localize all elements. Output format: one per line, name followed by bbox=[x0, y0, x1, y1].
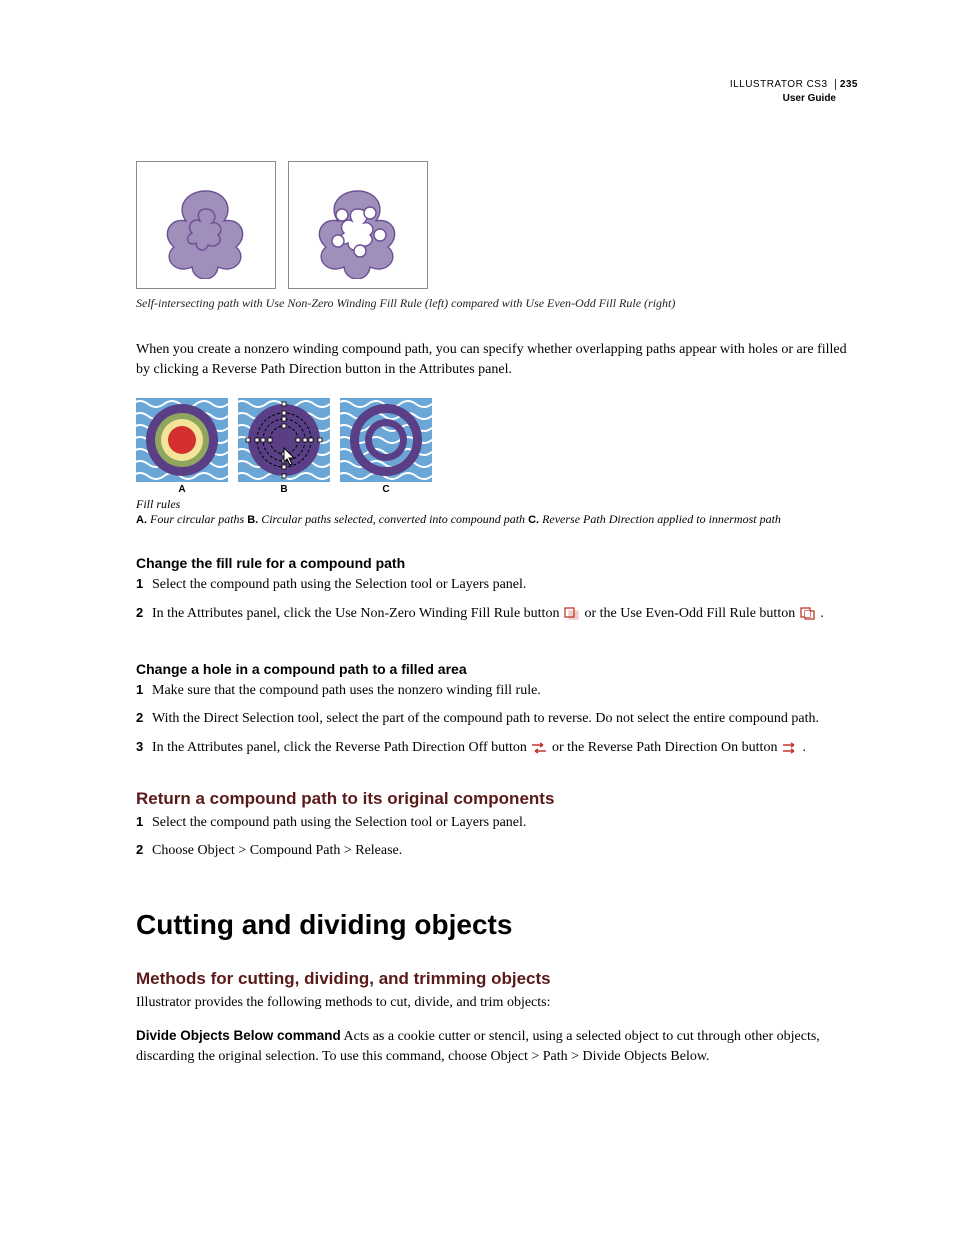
task2-step3a: In the Attributes panel, click the Rever… bbox=[152, 740, 530, 755]
task2-step1-text: Make sure that the compound path uses th… bbox=[152, 683, 541, 698]
key-b-text: Circular paths selected, converted into … bbox=[258, 512, 528, 526]
reverse-path-on-icon bbox=[782, 741, 798, 761]
task3-heading: Return a compound path to its original c… bbox=[136, 789, 858, 809]
task2-heading: Change a hole in a compound path to a fi… bbox=[136, 661, 858, 677]
figure2-key: A. Four circular paths B. Circular paths… bbox=[136, 512, 858, 527]
task3-step2-text: Choose Object > Compound Path > Release. bbox=[152, 843, 402, 858]
task2-step3b: or the Reverse Path Direction On button bbox=[552, 740, 781, 755]
figure2-title: Fill rules bbox=[136, 497, 858, 512]
task1-step1-text: Select the compound path using the Selec… bbox=[152, 577, 526, 592]
term-divide-objects: Divide Objects Below command bbox=[136, 1028, 341, 1043]
nonzero-winding-icon bbox=[564, 606, 580, 627]
fill-rule-panel-c bbox=[340, 398, 432, 482]
label-c: C bbox=[340, 484, 432, 495]
label-b: B bbox=[238, 484, 330, 495]
task3-step1-text: Select the compound path using the Selec… bbox=[152, 815, 526, 830]
flower-evenodd bbox=[288, 161, 428, 289]
fill-rule-panel-b bbox=[238, 398, 330, 482]
key-a-text: Four circular paths bbox=[147, 512, 247, 526]
guide-subtitle: User Guide bbox=[136, 92, 858, 106]
task2-step1: 1Make sure that the compound path uses t… bbox=[136, 681, 858, 701]
key-a-label: A. bbox=[136, 514, 147, 526]
divide-objects-paragraph: Divide Objects Below command Acts as a c… bbox=[136, 1026, 858, 1068]
product-name: ILLUSTRATOR CS3 bbox=[730, 79, 828, 90]
task3-step2: 2Choose Object > Compound Path > Release… bbox=[136, 841, 858, 861]
figure-fill-rules bbox=[136, 398, 858, 482]
task2-step2: 2With the Direct Selection tool, select … bbox=[136, 709, 858, 729]
figure1-caption: Self-intersecting path with Use Non-Zero… bbox=[136, 295, 858, 312]
key-c-text: Reverse Path Direction applied to innerm… bbox=[539, 512, 781, 526]
task2-step2-text: With the Direct Selection tool, select t… bbox=[152, 711, 819, 726]
task1-step2a: In the Attributes panel, click the Use N… bbox=[152, 606, 563, 621]
page-header: ILLUSTRATOR CS3 235 User Guide bbox=[136, 78, 858, 105]
figure2-abc: A B C bbox=[136, 484, 858, 495]
page-number: 235 bbox=[835, 79, 858, 90]
flower-nonzero bbox=[136, 161, 276, 289]
label-a: A bbox=[136, 484, 228, 495]
task1-step2c: . bbox=[820, 606, 824, 621]
even-odd-icon bbox=[800, 606, 816, 627]
reverse-path-off-icon bbox=[531, 741, 547, 761]
paragraph-1: When you create a nonzero winding compou… bbox=[136, 340, 858, 381]
figure-flowers bbox=[136, 161, 858, 289]
task3-step1: 1Select the compound path using the Sele… bbox=[136, 813, 858, 833]
task1-heading: Change the fill rule for a compound path bbox=[136, 555, 858, 571]
section2-heading: Cutting and dividing objects bbox=[136, 909, 858, 941]
task2-step3: 3In the Attributes panel, click the Reve… bbox=[136, 738, 858, 761]
section2-intro: Illustrator provides the following metho… bbox=[136, 993, 858, 1013]
task1-step1: 1Select the compound path using the Sele… bbox=[136, 575, 858, 595]
key-c-label: C. bbox=[528, 514, 539, 526]
section2-subheading: Methods for cutting, dividing, and trimm… bbox=[136, 969, 858, 989]
key-b-label: B. bbox=[247, 514, 258, 526]
task2-step3c: . bbox=[802, 740, 806, 755]
task1-step2: 2In the Attributes panel, click the Use … bbox=[136, 604, 858, 627]
task1-step2b: or the Use Even-Odd Fill Rule button bbox=[584, 606, 798, 621]
fill-rule-panel-a bbox=[136, 398, 228, 482]
